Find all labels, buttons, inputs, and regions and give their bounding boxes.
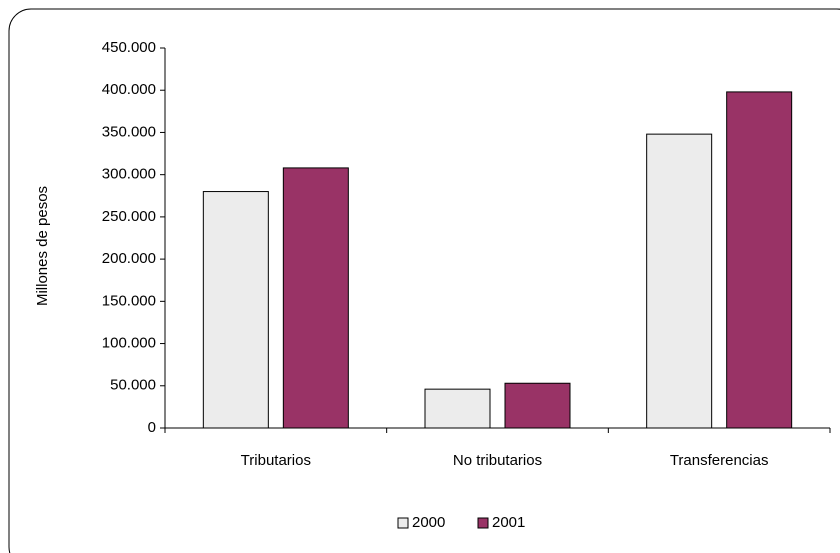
y-tick-label: 400.000	[102, 81, 156, 98]
y-tick-label: 200.000	[102, 250, 156, 267]
bar	[646, 133, 713, 429]
y-axis-label: Millones de pesos	[34, 186, 51, 306]
legend-label: 2000	[412, 514, 445, 531]
y-tick-label: 0	[148, 419, 156, 436]
y-tick-label: 150.000	[102, 292, 156, 309]
bar	[424, 388, 491, 429]
y-tick-label: 450.000	[102, 39, 156, 56]
legend-swatch	[477, 517, 489, 529]
legend-swatch	[397, 517, 409, 529]
bar	[504, 382, 571, 429]
x-tick-label: Tributarios	[241, 452, 311, 469]
y-tick-label: 50.000	[110, 377, 156, 394]
x-tick-label: Transferencias	[670, 452, 769, 469]
y-tick-label: 250.000	[102, 208, 156, 225]
legend-label: 2001	[492, 514, 525, 531]
bar	[726, 91, 793, 429]
bar	[282, 167, 349, 429]
y-tick-label: 350.000	[102, 123, 156, 140]
bar	[202, 191, 269, 429]
y-tick-label: 300.000	[102, 166, 156, 183]
x-tick-label: No tributarios	[453, 452, 542, 469]
y-tick-label: 100.000	[102, 335, 156, 352]
